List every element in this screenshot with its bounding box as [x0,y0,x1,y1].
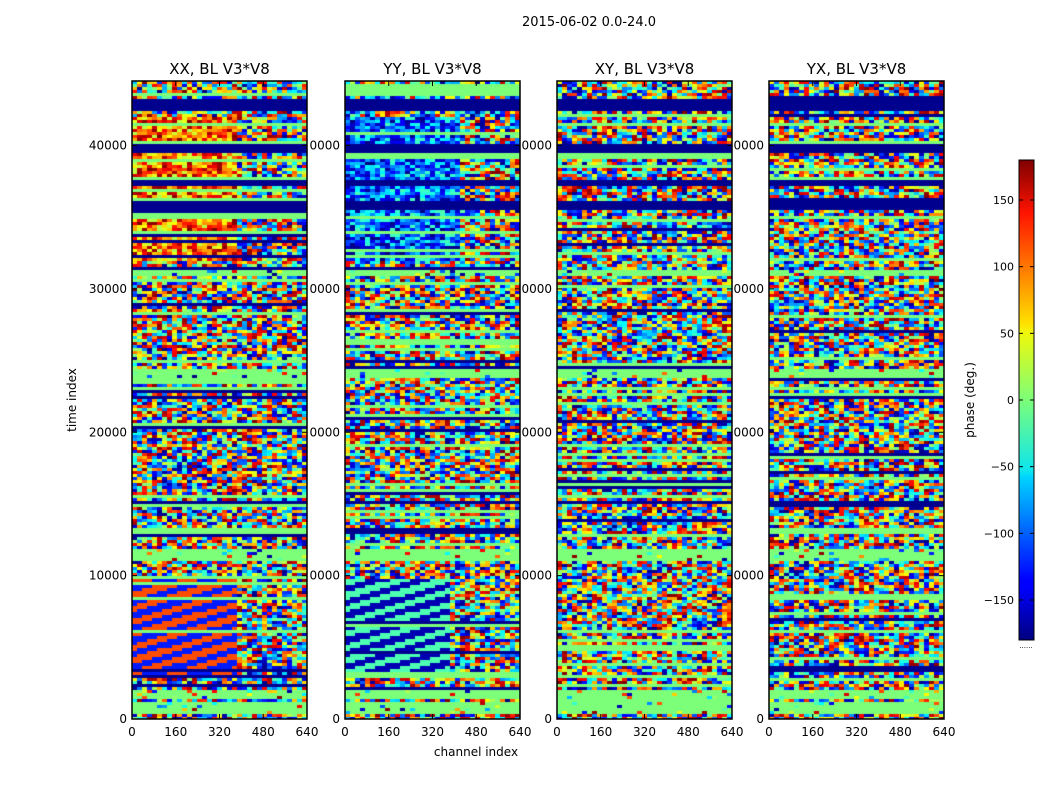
colorbar: −150 −100 −50 0 50 100 150 phase (deg.) ...... [963,159,1035,650]
panel-title: XX, BL V3*V8 [169,60,270,78]
y-tick-label: 0 [332,712,340,726]
colorbar-tick-label: 150 [993,194,1014,207]
y-tick-label: 0000 [521,569,552,583]
x-tick-label: 160 [377,725,400,739]
x-tick-label: 480 [889,725,912,739]
heatmap-image [132,81,307,719]
x-tick-label: 160 [801,725,824,739]
y-tick-label: 0000 [309,139,340,153]
x-tick-label: 320 [845,725,868,739]
y-tick-label: 0000 [733,425,764,439]
y-tick-label: 20000 [89,425,127,439]
panel-xy: XY, BL V3*V80 160 320 480 640000000000000000… [521,60,743,739]
colorbar-tick-label: 0 [1007,394,1014,407]
y-tick-label: 0000 [733,569,764,583]
y-tick-label: 0000 [733,139,764,153]
y-axis-label: time index [65,368,79,432]
colorbar-tick-label: −100 [984,527,1014,540]
x-tick-label: 0 [341,725,349,739]
x-tick-label: 320 [208,725,231,739]
y-tick-label: 0000 [309,425,340,439]
x-tick-label: 0 [553,725,561,739]
heatmap-panels: XX, BL V3*V8 0 160 320 480 640 0 10000 20000 3000… [89,60,956,739]
colorbar-label: phase (deg.) [963,362,977,438]
x-tick-label: 160 [589,725,612,739]
x-tick-label: 480 [252,725,275,739]
y-tick-label: 0000 [521,139,552,153]
heatmap-image [557,81,732,719]
y-tick-label: 40000 [89,139,127,153]
y-tick-label: 0000 [309,282,340,296]
panel-title: YY, BL V3*V8 [382,60,481,78]
heatmap-image [769,81,944,719]
y-tick-label: 0 [756,712,764,726]
y-tick-label: 0000 [733,282,764,296]
y-tick-label: 10000 [89,569,127,583]
y-tick-label: 0000 [521,282,552,296]
x-axis-label: channel index [434,745,518,759]
y-tick-label: 0 [544,712,552,726]
panel-title: XY, BL V3*V8 [595,60,695,78]
y-tick-label: 0 [119,712,127,726]
y-tick-label: 0000 [309,569,340,583]
x-tick-label: 640 [721,725,744,739]
x-tick-label: 320 [421,725,444,739]
panel-title: YX, BL V3*V8 [806,60,907,78]
panel-yx: YX, BL V3*V80 160 320 480 640000000000000000… [733,60,955,739]
colorbar-tick-label: −50 [991,461,1014,474]
colorbar-tick-label: −150 [984,594,1014,607]
x-tick-label: 640 [509,725,532,739]
x-tick-label: 0 [128,725,136,739]
x-tick-label: 640 [296,725,319,739]
x-tick-label: 0 [765,725,773,739]
x-tick-label: 640 [933,725,956,739]
panel-xx: XX, BL V3*V8 0 160 320 480 640 0 10000 20000 3000… [89,60,319,739]
x-tick-label: 320 [633,725,656,739]
y-tick-label: 0000 [521,425,552,439]
colorbar-tick-label: 50 [1000,327,1014,340]
panel-yy: YY, BL V3*V80 160 320 480 640000000000000000… [309,60,531,739]
x-tick-label: 480 [677,725,700,739]
heatmap-image [345,81,520,719]
colorbar-footer: ...... [1019,642,1032,650]
colorbar-tick-label: 100 [993,261,1014,274]
y-tick-label: 30000 [89,282,127,296]
x-tick-label: 480 [465,725,488,739]
x-tick-label: 160 [164,725,187,739]
colorbar-ticks: −150 −100 −50 0 50 100 150 [984,194,1034,607]
figure-suptitle: 2015-06-02 0.0-24.0 [522,15,656,30]
